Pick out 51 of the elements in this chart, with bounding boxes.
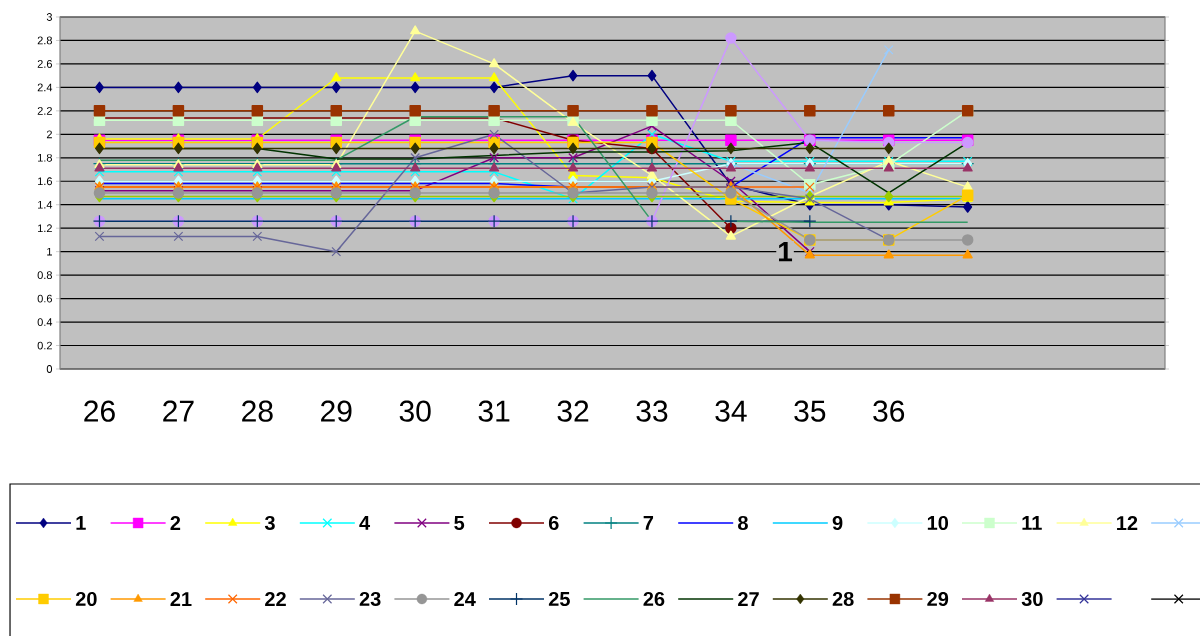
y-tick-label: 0.8 [37,271,52,280]
x-tick-label: 29 [321,400,352,422]
y-tick-label: 0.6 [37,294,52,303]
legend-label: 7 [643,516,654,530]
x-tick-label: 34 [715,400,747,422]
x-tick-label: 28 [242,400,273,422]
legend-label: 6 [548,515,559,531]
legend-label: 10 [927,515,949,531]
legend-label: 4 [359,516,371,530]
x-tick-label: 36 [873,400,905,422]
x-tick-label: 35 [794,400,826,422]
y-tick-label: 0 [46,365,53,373]
x-tick-label: 33 [636,400,668,422]
legend-label: 8 [738,515,748,531]
legend-label: 28 [832,591,854,607]
y-tick-label: 0.4 [37,318,53,326]
x-tick-label: 30 [399,400,431,422]
legend-label: 11 [1022,516,1042,530]
y-tick-label: 2.6 [37,60,52,68]
legend-label: 30 [1021,591,1043,607]
x-tick-label: 26 [84,400,115,422]
y-tick-label: 1.8 [38,153,52,162]
legend-label: 9 [832,515,843,531]
legend-label: 23 [359,591,381,607]
legend-label: 1 [76,516,86,530]
legend-label: 21 [170,592,192,606]
legend-label: 26 [643,591,665,607]
legend-label: 22 [265,592,286,606]
y-tick-label: 0.2 [37,341,52,350]
legend-label: 29 [927,591,949,607]
legend-label: 25 [548,591,570,607]
y-tick-label: 1.4 [38,200,53,209]
y-tick-label: 2.4 [37,83,53,92]
x-tick-label: 32 [557,400,589,422]
y-tick-label: 1.2 [38,224,52,233]
legend-label: 24 [454,592,476,606]
y-tick-label: 1.6 [38,177,52,186]
legend-label: 12 [1117,516,1138,530]
legend-label: 3 [264,515,275,531]
legend-label: 5 [454,516,465,530]
y-tick-label: 2 [46,130,52,139]
y-tick-label: 1 [47,247,52,256]
y-tick-label: 2.2 [37,107,52,115]
legend-label: 20 [75,591,97,607]
y-tick-label: 2.8 [37,36,52,45]
legend-label: 2 [170,516,181,530]
x-tick-label: 27 [163,400,194,422]
annotation: 1 [779,242,793,262]
x-tick-label: 31 [478,400,510,422]
y-tick-label: 3 [46,13,52,21]
legend-label: 27 [738,592,759,606]
